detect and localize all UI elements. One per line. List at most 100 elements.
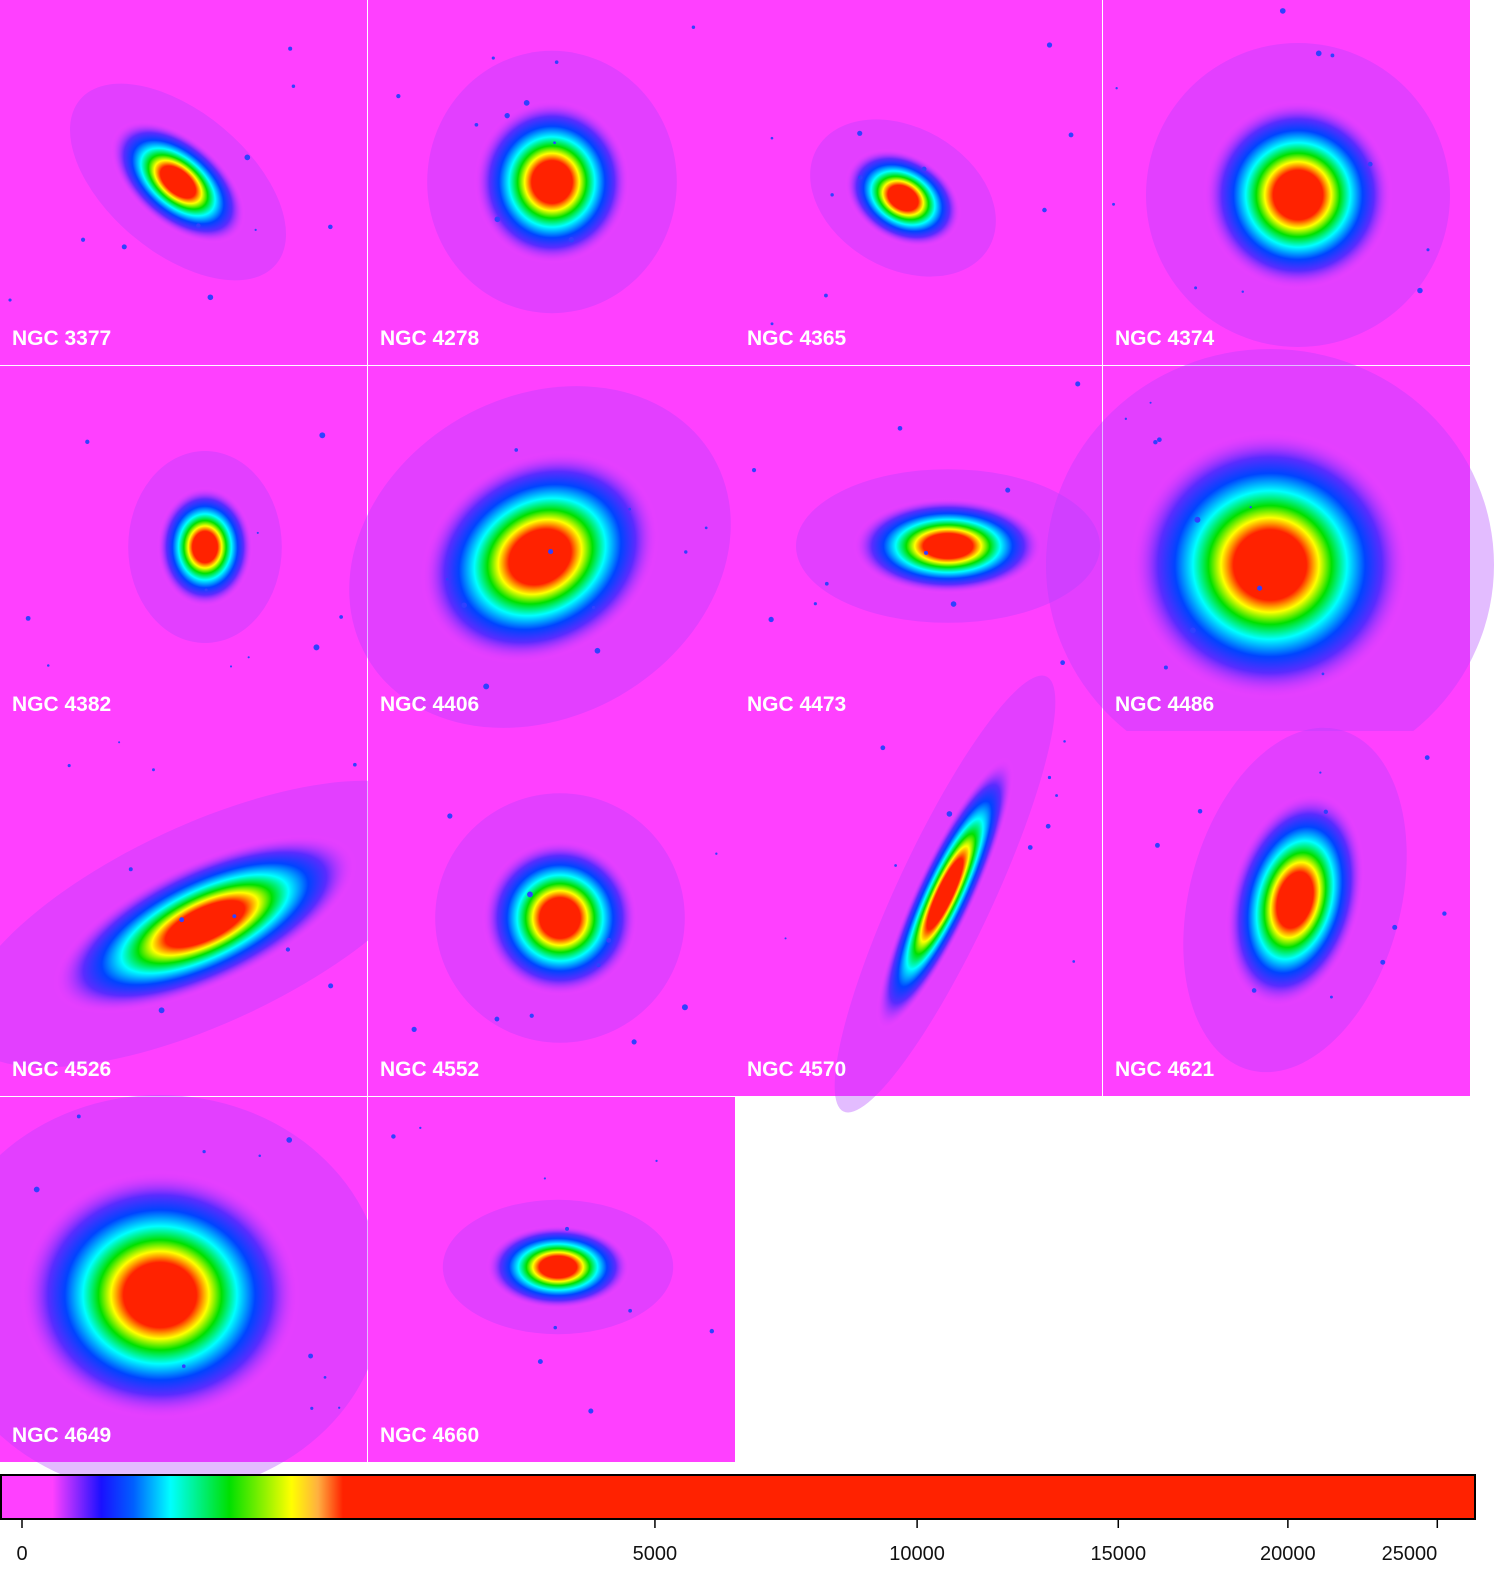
star <box>1027 845 1033 850</box>
star <box>529 1013 534 1018</box>
star <box>1055 794 1058 797</box>
star <box>256 531 259 534</box>
star <box>491 56 495 60</box>
star <box>523 100 530 106</box>
star <box>770 322 774 326</box>
star <box>628 507 632 511</box>
star <box>830 193 834 197</box>
panel-label: NGC 4570 <box>747 1058 846 1081</box>
star <box>553 141 556 145</box>
star <box>286 1137 293 1143</box>
panel-label: NGC 4526 <box>12 1058 111 1081</box>
galaxy-panel: NGC 4374 <box>1103 0 1470 365</box>
star <box>1112 202 1116 206</box>
star <box>1442 911 1447 916</box>
tick-label: 15000 <box>1090 1543 1146 1565</box>
star <box>924 550 929 555</box>
galaxy-panel: NGC 4570 <box>735 675 1102 1113</box>
panel-label: NGC 4365 <box>747 327 847 350</box>
star <box>684 550 688 554</box>
star <box>1157 437 1162 443</box>
galaxy <box>1130 430 1410 700</box>
star <box>1321 672 1325 676</box>
star <box>704 526 708 530</box>
star <box>474 122 479 127</box>
star <box>204 588 208 592</box>
star <box>121 244 127 250</box>
star <box>229 665 233 668</box>
star <box>244 154 251 161</box>
galaxy-panel: NGC 4552 <box>368 731 735 1096</box>
star <box>494 1016 500 1022</box>
star <box>553 1325 558 1330</box>
star <box>328 983 334 989</box>
star <box>655 1159 658 1163</box>
galaxy <box>844 148 962 248</box>
star <box>715 852 718 855</box>
galaxy-panel: NGC 4406 <box>349 366 735 731</box>
panel-label: NGC 4382 <box>12 693 111 716</box>
star <box>419 1126 422 1130</box>
star <box>258 1154 261 1157</box>
galaxy <box>474 100 630 264</box>
galaxy-panel: NGC 4621 <box>1103 727 1470 1096</box>
galaxy <box>420 450 660 664</box>
star <box>1197 809 1203 814</box>
galaxy <box>1203 100 1393 290</box>
star <box>319 432 326 439</box>
star <box>1072 960 1076 963</box>
star <box>411 1026 417 1033</box>
star <box>1124 417 1128 420</box>
galaxy <box>53 834 357 1014</box>
star <box>339 615 343 619</box>
star <box>118 741 121 744</box>
star <box>461 602 467 608</box>
star <box>1249 506 1252 509</box>
star <box>47 664 50 667</box>
galaxy-panel: NGC 3377 <box>0 0 367 365</box>
star <box>396 94 401 99</box>
star <box>1153 439 1158 445</box>
star <box>181 1364 186 1369</box>
star <box>770 136 774 140</box>
star <box>1163 665 1168 670</box>
galaxy <box>157 487 253 607</box>
galaxy <box>482 840 638 996</box>
tick-label: 0 <box>16 1543 27 1565</box>
tick-label: 20000 <box>1260 1543 1316 1565</box>
panel-label: NGC 4649 <box>12 1424 111 1447</box>
star <box>527 891 533 898</box>
star <box>565 1226 570 1231</box>
star <box>1155 842 1160 848</box>
star <box>768 616 774 623</box>
star <box>1424 755 1430 760</box>
star <box>946 811 953 817</box>
panel-label: NGC 4374 <box>1115 327 1215 350</box>
star <box>328 224 333 230</box>
star <box>880 745 886 751</box>
star <box>483 683 490 690</box>
star <box>1045 823 1051 829</box>
star <box>291 84 296 88</box>
star <box>67 764 71 768</box>
star <box>709 1328 715 1334</box>
galaxy <box>110 120 246 244</box>
star <box>588 1408 594 1414</box>
galaxy <box>876 757 1014 1031</box>
panel-label: NGC 4278 <box>380 327 480 350</box>
galaxy-panel: NGC 4649 <box>0 1095 384 1495</box>
star <box>1251 988 1257 993</box>
galaxy-panel: NGC 4486 <box>1046 349 1494 781</box>
star <box>494 216 501 223</box>
panel-label: NGC 4486 <box>1115 693 1214 716</box>
star <box>813 602 817 606</box>
star <box>447 813 453 819</box>
star <box>353 762 357 767</box>
star <box>681 1004 688 1011</box>
star <box>1319 771 1322 774</box>
star <box>391 1134 396 1139</box>
star <box>445 577 449 581</box>
star <box>285 947 291 952</box>
star <box>543 1177 546 1180</box>
